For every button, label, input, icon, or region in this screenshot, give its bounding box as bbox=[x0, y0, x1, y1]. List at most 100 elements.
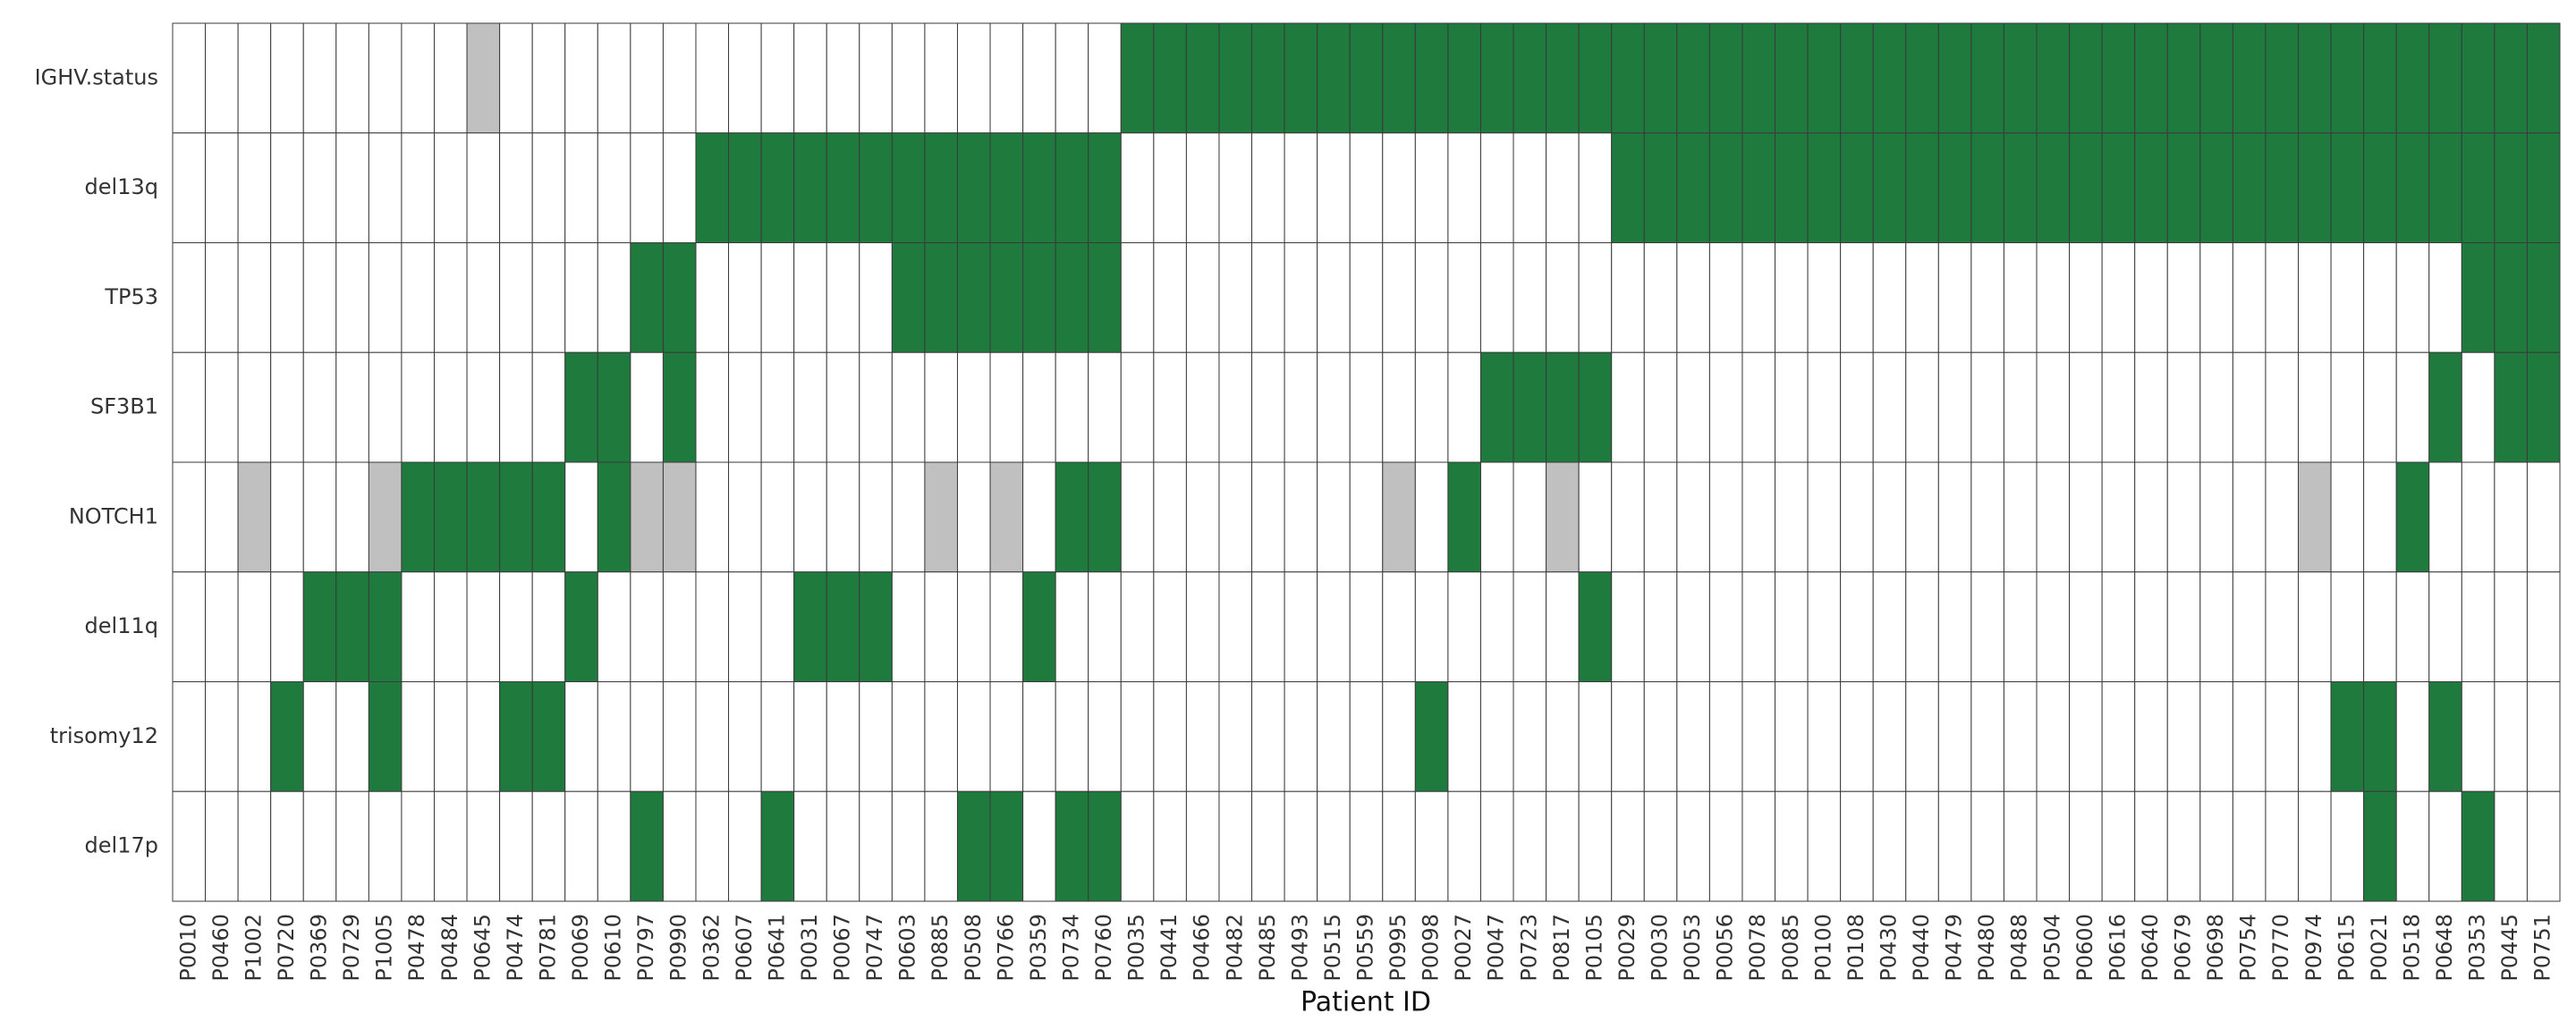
heatmap-cell bbox=[1708, 790, 1743, 902]
heatmap-cell bbox=[1807, 461, 1842, 573]
heatmap-cell bbox=[826, 242, 860, 353]
heatmap-cell bbox=[1513, 351, 1547, 463]
heatmap-cell bbox=[531, 22, 566, 134]
y-tick-label: IGHV.status bbox=[35, 64, 158, 89]
y-tick-label: trisomy12 bbox=[50, 723, 158, 748]
heatmap-cell bbox=[433, 351, 468, 463]
heatmap-cell bbox=[924, 351, 958, 463]
heatmap-cell bbox=[2298, 681, 2332, 792]
heatmap-cell bbox=[1251, 790, 1285, 902]
heatmap-cell bbox=[172, 351, 207, 463]
heatmap-cell bbox=[695, 790, 730, 902]
heatmap-cell bbox=[1022, 461, 1056, 573]
heatmap-cell bbox=[2166, 681, 2201, 792]
heatmap-cell bbox=[1120, 242, 1155, 353]
heatmap-cell bbox=[924, 132, 958, 243]
heatmap-cell bbox=[1872, 790, 1907, 902]
heatmap-cell bbox=[1382, 22, 1416, 134]
x-tick-label: P0698 bbox=[2203, 914, 2228, 982]
heatmap-cell bbox=[1872, 351, 1907, 463]
heatmap-cell bbox=[760, 242, 795, 353]
heatmap-cell bbox=[1676, 790, 1710, 902]
heatmap-cell bbox=[401, 132, 435, 243]
heatmap-cell bbox=[859, 461, 893, 573]
heatmap-cell bbox=[172, 681, 207, 792]
heatmap-cell bbox=[1676, 681, 1710, 792]
heatmap-cell bbox=[237, 461, 272, 573]
heatmap-cell bbox=[1185, 681, 1220, 792]
heatmap-cell bbox=[302, 22, 337, 134]
heatmap-cell bbox=[1153, 242, 1187, 353]
x-tick-label: P0616 bbox=[2105, 914, 2130, 982]
heatmap-cell bbox=[2069, 22, 2103, 134]
heatmap-cell bbox=[1937, 461, 1972, 573]
heatmap-cell bbox=[499, 790, 533, 902]
heatmap-cell bbox=[597, 681, 631, 792]
x-tick-label: P0482 bbox=[1222, 914, 1247, 982]
heatmap-cell bbox=[1611, 571, 1645, 682]
heatmap-cell bbox=[2395, 790, 2430, 902]
heatmap-cell bbox=[1284, 132, 1318, 243]
heatmap-cell bbox=[466, 351, 501, 463]
heatmap-cell bbox=[1088, 461, 1122, 573]
heatmap-cell bbox=[270, 571, 304, 682]
heatmap-cell bbox=[499, 681, 533, 792]
heatmap-cell bbox=[760, 22, 795, 134]
heatmap-cell bbox=[2232, 681, 2267, 792]
heatmap-cell bbox=[1218, 22, 1253, 134]
heatmap-cell bbox=[956, 351, 991, 463]
heatmap-cell bbox=[2330, 132, 2365, 243]
heatmap-cell bbox=[1349, 571, 1384, 682]
heatmap-cell bbox=[1840, 790, 1874, 902]
heatmap-cell bbox=[1872, 22, 1907, 134]
heatmap-cell bbox=[1317, 790, 1351, 902]
heatmap-cell bbox=[2134, 571, 2168, 682]
heatmap-cell bbox=[2265, 790, 2300, 902]
heatmap-cell bbox=[1447, 461, 1481, 573]
heatmap-cell bbox=[1284, 22, 1318, 134]
heatmap-cell bbox=[401, 681, 435, 792]
heatmap-cell bbox=[1578, 351, 1613, 463]
x-tick-label: P0754 bbox=[2236, 914, 2261, 982]
heatmap-cell bbox=[2428, 681, 2462, 792]
heatmap-cell bbox=[2101, 461, 2136, 573]
heatmap-cell bbox=[1185, 351, 1220, 463]
heatmap-cell bbox=[1643, 571, 1678, 682]
heatmap-cell bbox=[1546, 790, 1580, 902]
heatmap-cell bbox=[859, 242, 893, 353]
heatmap-cell bbox=[597, 571, 631, 682]
heatmap-cell bbox=[368, 461, 402, 573]
heatmap-cell bbox=[433, 461, 468, 573]
heatmap-cell bbox=[1479, 461, 1514, 573]
heatmap-cell bbox=[2069, 351, 2103, 463]
y-tick-label: del17p bbox=[85, 833, 158, 858]
heatmap-cell bbox=[335, 790, 369, 902]
heatmap-cell bbox=[597, 461, 631, 573]
heatmap-cell bbox=[270, 242, 304, 353]
heatmap-cell bbox=[1578, 22, 1613, 134]
heatmap-cell bbox=[564, 22, 598, 134]
heatmap-cell bbox=[1643, 790, 1678, 902]
heatmap-cell bbox=[891, 681, 926, 792]
x-tick-label: P0488 bbox=[2007, 914, 2032, 982]
x-tick-label: P0047 bbox=[1484, 914, 1509, 982]
heatmap-cell bbox=[205, 461, 239, 573]
heatmap-cell bbox=[1414, 242, 1449, 353]
heatmap-cell bbox=[1447, 132, 1481, 243]
heatmap-cell bbox=[2461, 790, 2496, 902]
heatmap-cell bbox=[989, 22, 1024, 134]
heatmap-cell bbox=[237, 571, 272, 682]
heatmap-cell bbox=[1317, 681, 1351, 792]
heatmap-cell bbox=[989, 790, 1024, 902]
heatmap-cell bbox=[2166, 571, 2201, 682]
heatmap-cell bbox=[826, 132, 860, 243]
heatmap-cell bbox=[433, 571, 468, 682]
heatmap-cell bbox=[466, 461, 501, 573]
heatmap-cell bbox=[630, 22, 664, 134]
heatmap-cell bbox=[2395, 571, 2430, 682]
heatmap-cell bbox=[826, 461, 860, 573]
heatmap-cell bbox=[1185, 132, 1220, 243]
heatmap-cell bbox=[1055, 681, 1089, 792]
heatmap-cell bbox=[1479, 22, 1514, 134]
